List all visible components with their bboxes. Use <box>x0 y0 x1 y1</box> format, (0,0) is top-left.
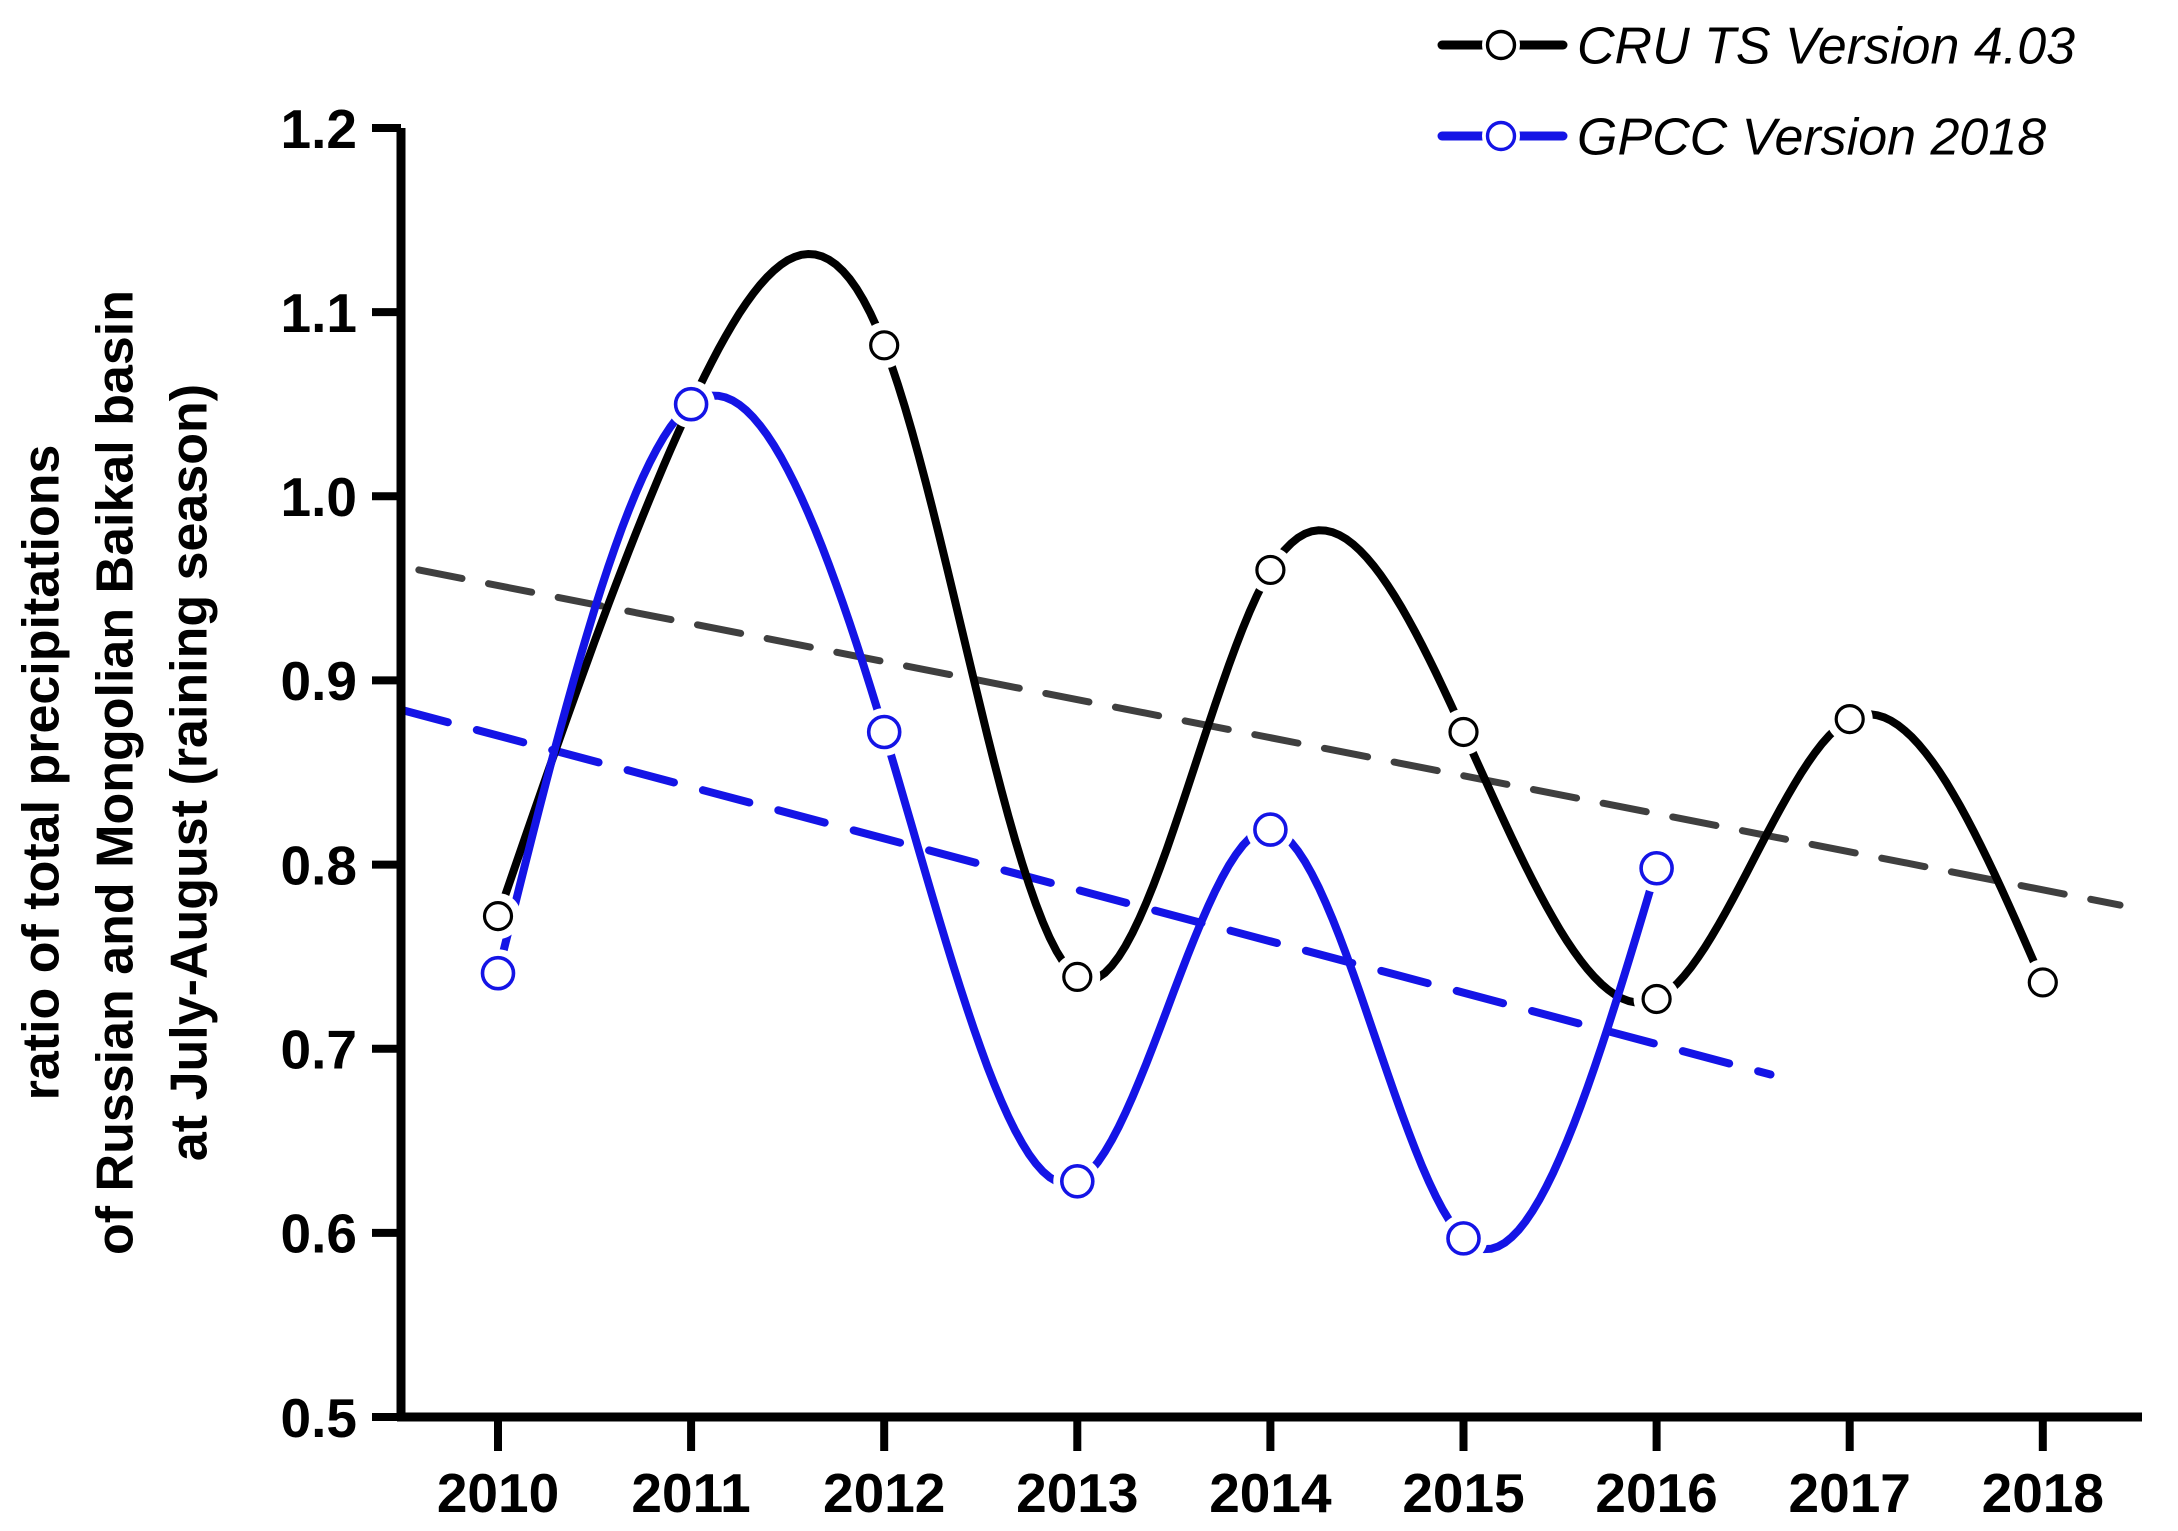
data-point-gpcc-2012 <box>866 714 902 750</box>
trendline-cru <box>415 566 2124 909</box>
y-tick-label: 0.7 <box>281 1019 357 1081</box>
y-tick-label: 0.6 <box>281 1203 357 1265</box>
trendlines-layer <box>397 566 2124 1079</box>
x-tick-label: 2017 <box>1789 1462 1911 1524</box>
data-point-cru-2015 <box>1448 716 1479 748</box>
data-point-gpcc-2014 <box>1253 812 1288 847</box>
legend-item-cru: CRU TS Version 4.03 <box>1437 18 2075 76</box>
series-curve-gpcc <box>494 391 1661 1254</box>
legend-marker-circle <box>1485 120 1517 152</box>
y-tick-label: 0.9 <box>281 650 357 712</box>
legend: CRU TS Version 4.03 GPCC Version 2018 <box>1437 18 2075 167</box>
x-tick-label: 2016 <box>1595 1462 1717 1524</box>
x-tick-label: 2018 <box>1982 1462 2104 1524</box>
legend-item-gpcc: GPCC Version 2018 <box>1437 109 2046 167</box>
data-point-gpcc-2015 <box>1446 1221 1481 1256</box>
x-tick-label: 2010 <box>437 1462 559 1524</box>
markers-layer <box>480 330 2058 1256</box>
y-axis-title-line: ratio of total precipitations <box>13 445 71 1101</box>
x-tick-label: 2015 <box>1402 1462 1524 1524</box>
data-point-cru-2013 <box>1062 961 1093 992</box>
data-point-cru-2016 <box>1641 983 1672 1015</box>
x-tick-label: 2011 <box>631 1462 750 1524</box>
y-tick-label: 1.2 <box>281 98 357 160</box>
data-point-cru-2010 <box>482 901 514 932</box>
y-axis-title-line: of Russian and Mongolian Baikal basin <box>87 290 145 1255</box>
data-point-gpcc-2016 <box>1639 850 1674 886</box>
y-tick-label: 1.0 <box>281 466 357 528</box>
axes-layer: 0.5 0.6 0.7 0.8 0.9 1.0 1.1 1.2 2010 2011 2012 2013… <box>13 98 2142 1524</box>
legend-label: CRU TS Version 4.03 <box>1577 18 2075 76</box>
data-point-gpcc-2011 <box>673 386 709 422</box>
x-tick-label: 2012 <box>823 1462 945 1524</box>
y-tick-label: 0.8 <box>281 834 357 896</box>
data-point-gpcc-2010 <box>480 955 516 991</box>
trendline-gpcc <box>397 705 1775 1079</box>
data-point-cru-2018 <box>2027 967 2058 998</box>
legend-label: GPCC Version 2018 <box>1577 109 2046 167</box>
data-point-cru-2014 <box>1255 554 1286 586</box>
y-tick-label: 0.5 <box>281 1387 357 1449</box>
y-axis-title-line: at July-August (raining season) <box>161 384 219 1161</box>
y-tick-label: 1.1 <box>281 282 357 344</box>
data-point-cru-2012 <box>869 330 900 361</box>
x-tick-label: 2013 <box>1016 1462 1138 1524</box>
data-point-cru-2017 <box>1834 703 1865 735</box>
series-curves-layer <box>494 249 2047 1254</box>
legend-marker-circle <box>1485 29 1517 61</box>
data-point-gpcc-2013 <box>1060 1163 1095 1199</box>
x-tick-label: 2014 <box>1209 1462 1332 1524</box>
